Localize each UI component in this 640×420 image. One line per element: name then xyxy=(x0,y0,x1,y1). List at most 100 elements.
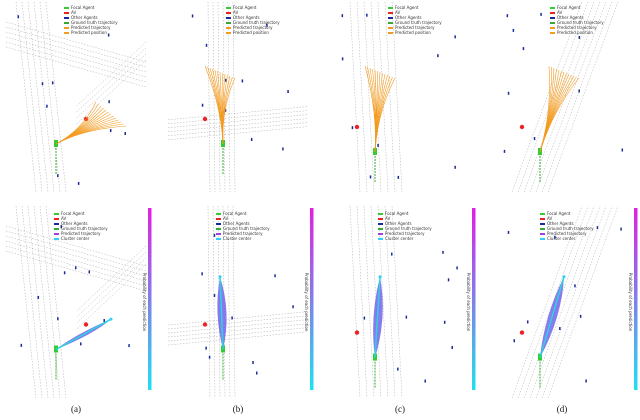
other-agent xyxy=(77,181,80,185)
lane-line xyxy=(5,235,147,277)
legend-swatch xyxy=(216,223,221,225)
other-agent xyxy=(88,270,91,274)
other-agent xyxy=(80,342,82,346)
colorbar xyxy=(148,208,152,390)
other-agent xyxy=(191,14,194,18)
other-agent xyxy=(107,33,110,37)
other-agent xyxy=(292,305,294,309)
legend-label: Cluster center xyxy=(385,236,414,241)
legend-swatch xyxy=(216,213,221,215)
lane-line xyxy=(5,250,147,292)
other-agent xyxy=(124,132,126,136)
lane-line xyxy=(75,263,147,330)
lane-line xyxy=(517,205,589,399)
lane-line xyxy=(384,205,396,399)
other-agent xyxy=(205,346,207,350)
predicted-core xyxy=(374,276,381,358)
legend-swatch xyxy=(378,228,383,230)
legend-swatch xyxy=(64,22,69,24)
legend-label: Predicted position xyxy=(233,30,269,35)
panel: Probability of each prediction Focal Agen… xyxy=(492,205,638,399)
lane-line xyxy=(5,21,147,63)
colorbar xyxy=(472,208,476,390)
legend-swatch xyxy=(550,27,555,29)
other-agent xyxy=(41,82,44,86)
panel: Probability of each prediction Focal Agen… xyxy=(167,205,314,399)
legend-swatch xyxy=(550,32,555,34)
other-agent xyxy=(437,54,439,58)
legend-swatch xyxy=(216,233,221,235)
lane-line xyxy=(5,230,147,272)
lane-line xyxy=(547,205,619,399)
av xyxy=(202,116,208,122)
other-agent xyxy=(63,271,66,275)
lane-line xyxy=(5,240,147,282)
av xyxy=(202,322,208,327)
lane-line xyxy=(541,1,613,193)
other-agent xyxy=(397,367,399,371)
lane-line xyxy=(511,205,583,399)
lane-line xyxy=(167,118,309,132)
legend-swatch xyxy=(540,228,545,230)
other-agent xyxy=(252,360,254,364)
legend-swatch xyxy=(54,223,59,225)
panel-bg xyxy=(330,2,470,192)
lane-line xyxy=(167,126,309,140)
lane-line xyxy=(356,205,368,399)
av xyxy=(519,124,525,130)
lane-line xyxy=(207,205,211,399)
other-agent xyxy=(231,316,233,320)
legend-swatch xyxy=(54,233,59,235)
other-agent xyxy=(391,252,393,256)
other-agent xyxy=(513,339,516,343)
lane-line xyxy=(5,46,147,88)
legend-label: AV xyxy=(71,10,76,15)
legend-label: Ground truth trajectory xyxy=(223,226,270,231)
other-agent xyxy=(621,148,624,152)
other-agent xyxy=(46,104,48,108)
colorbar-label: Probability of each prediction xyxy=(304,273,309,332)
subfigure-label: (c) xyxy=(395,404,405,414)
panel-bg xyxy=(492,206,632,398)
legend-label: Cluster center xyxy=(223,236,252,241)
lane-line xyxy=(167,331,309,346)
other-agent xyxy=(51,81,54,85)
other-agent xyxy=(512,28,515,32)
other-agent xyxy=(451,345,453,349)
other-agent xyxy=(540,12,542,16)
other-agent xyxy=(205,43,208,47)
legend-label: Focal Agent xyxy=(71,5,95,10)
other-agent xyxy=(454,35,456,39)
other-agent xyxy=(454,165,456,169)
lane-line xyxy=(167,323,309,338)
lane-line xyxy=(167,122,309,136)
lane-line xyxy=(75,245,147,312)
other-agent xyxy=(578,35,581,39)
other-agent xyxy=(522,47,525,51)
legend-label: Predicted trajectory xyxy=(395,25,435,30)
other-agent xyxy=(201,103,204,107)
legend-swatch xyxy=(64,32,69,34)
other-agent xyxy=(397,175,400,179)
lane-line xyxy=(167,106,309,120)
lane-line xyxy=(529,205,601,399)
other-agent xyxy=(241,79,244,83)
legend-swatch xyxy=(64,27,69,29)
lane-line xyxy=(21,1,43,193)
legend-label: Other Agents xyxy=(233,15,260,20)
legend-label: Focal Agent xyxy=(385,211,409,216)
legend-swatch xyxy=(378,223,383,225)
panel-bg xyxy=(330,206,470,398)
lane-line xyxy=(5,245,147,287)
legend-label: Other Agents xyxy=(71,15,98,20)
subfigure-label: (a) xyxy=(71,404,81,414)
other-agent xyxy=(456,266,458,270)
legend-swatch xyxy=(226,12,231,14)
legend-label: Focal Agent xyxy=(223,211,247,216)
legend-swatch xyxy=(388,32,393,34)
lane-line xyxy=(363,205,375,399)
legend-label: Cluster center xyxy=(61,236,90,241)
other-agent xyxy=(224,108,227,112)
legend-label: Focal Agent xyxy=(547,211,571,216)
